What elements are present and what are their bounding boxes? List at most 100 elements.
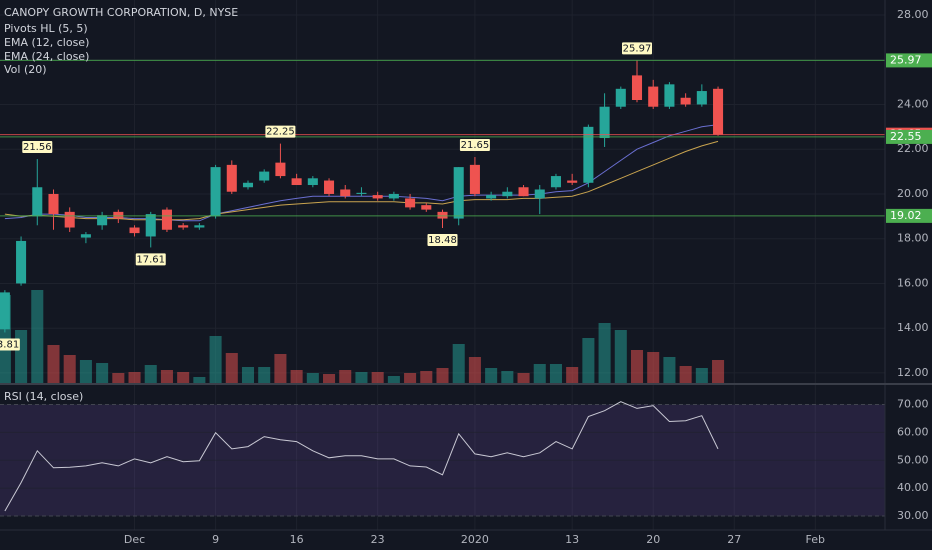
price-label-box (886, 129, 932, 144)
candle-body (129, 227, 140, 234)
pivot-label: 13.81 (0, 339, 19, 350)
candle-body (340, 189, 351, 197)
volume-bar (501, 371, 514, 383)
candle-body (421, 205, 432, 210)
candle-body (226, 164, 237, 192)
pivot-label-box (135, 253, 166, 266)
volume-bar (79, 360, 92, 383)
y-tick-label: 24.00 (897, 97, 929, 110)
volume-bar (598, 323, 611, 383)
candle-body (16, 240, 27, 284)
x-tick-label: 13 (565, 533, 579, 546)
candle-body (453, 167, 464, 219)
candle-body (518, 187, 529, 197)
price-label-box (886, 208, 932, 223)
candle-body (583, 126, 594, 183)
price-label: 19.02 (890, 209, 922, 222)
volume-bar (566, 367, 579, 383)
candle-body (372, 195, 383, 199)
volume-bar (225, 353, 238, 383)
ema-line (4, 140, 719, 221)
pivot-label: 21.65 (461, 140, 490, 151)
legend-item: EMA (12, close) (4, 36, 89, 49)
volume-bar (241, 367, 255, 383)
candle-body (275, 162, 286, 177)
candle-body (599, 106, 610, 139)
candle-body (97, 215, 108, 226)
candle-body (64, 211, 75, 228)
price-label: 25.97 (890, 53, 922, 66)
y-tick-label: 22.00 (897, 142, 929, 155)
candle-body (696, 91, 707, 105)
y-tick-label: 20.00 (897, 187, 929, 200)
volume-bar (436, 368, 449, 383)
candle-body (32, 187, 43, 217)
candle-body (259, 171, 270, 181)
volume-bar (177, 372, 190, 383)
candle-body (388, 193, 399, 199)
candle-body (405, 198, 416, 208)
volume-bar (614, 330, 627, 383)
candle-body (631, 75, 643, 101)
volume-bar (549, 364, 562, 383)
rsi-title: RSI (14, close) (4, 390, 83, 403)
candle-body (48, 193, 59, 215)
candle-body (534, 189, 545, 199)
volume-bar (31, 290, 44, 383)
candle-body (502, 191, 513, 197)
pivot-label: 18.48 (428, 235, 457, 246)
volume-bar (647, 352, 660, 383)
x-tick-label: 23 (371, 533, 385, 546)
candle-body (145, 214, 156, 237)
volume-bar (306, 373, 319, 383)
y-tick-label: 14.00 (897, 321, 929, 334)
x-tick-label: Dec (124, 533, 145, 546)
pivot-label: 25.97 (623, 43, 652, 54)
x-tick-label: 9 (212, 533, 219, 546)
volume-bar (582, 338, 595, 383)
candle-body (291, 178, 302, 186)
x-tick-label: 20 (646, 533, 660, 546)
candle-body (437, 211, 448, 219)
volume-bar (663, 357, 676, 383)
x-tick-label: 16 (290, 533, 304, 546)
candle-body (210, 167, 221, 217)
y-tick-label: 16.00 (897, 276, 929, 289)
x-tick-label: 2020 (461, 533, 489, 546)
volume-bar (404, 373, 417, 383)
pivot-label-box (0, 338, 20, 351)
plot (0, 59, 885, 512)
rsi-line (4, 401, 719, 512)
chart-title: CANOPY GROWTH CORPORATION, D, NYSE (4, 6, 238, 19)
volume-bar (47, 345, 60, 383)
volume-bar (355, 372, 368, 383)
volume-bar (387, 376, 400, 383)
volume-bar (193, 377, 206, 383)
candle-body (664, 84, 675, 107)
y-tick-label: 40.00 (897, 481, 929, 494)
volume-bar (323, 374, 336, 383)
volume-bar (144, 365, 157, 383)
pivot-label: 22.25 (266, 127, 295, 138)
ema-line (4, 124, 719, 222)
price-label: 22.55 (890, 130, 922, 143)
volume-bar (15, 330, 28, 383)
volume-bar (485, 368, 498, 383)
x-tick-label: Feb (806, 533, 825, 546)
candle-body (680, 97, 691, 105)
price-label-box (886, 53, 932, 68)
candle-body (713, 88, 724, 135)
candle-body (356, 192, 367, 194)
candle-body (80, 234, 91, 238)
pivot-label-box (427, 233, 458, 246)
pivot-label: 21.56 (23, 142, 52, 153)
volume-bar (468, 357, 481, 383)
volume-bar (274, 354, 287, 383)
y-tick-label: 50.00 (897, 453, 929, 466)
legend-item: Pivots HL (5, 5) (4, 22, 88, 35)
volume-bar (96, 363, 109, 383)
y-tick-label: 70.00 (897, 398, 929, 411)
volume-bar (290, 370, 303, 383)
candle-body (113, 211, 124, 219)
